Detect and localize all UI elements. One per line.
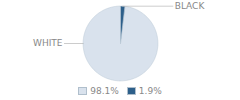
svg-text:WHITE: WHITE: [33, 38, 63, 48]
html-text:1.9%: 1.9%: [138, 86, 162, 96]
html-text:98.1%: 98.1%: [90, 86, 119, 96]
svg-text:BLACK: BLACK: [175, 1, 206, 11]
